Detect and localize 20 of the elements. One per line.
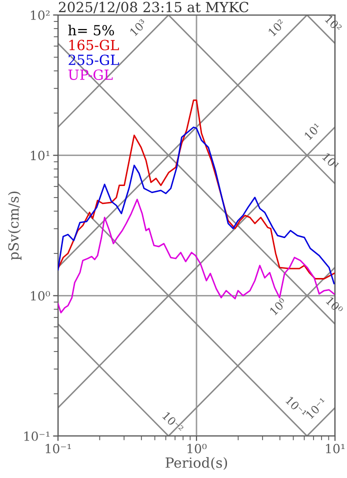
- annotation: 10⁻¹: [285, 396, 308, 418]
- x-tick-label: 10¹: [326, 444, 344, 454]
- chart-title: 2025/12/08 23:15 at MYKC: [58, 2, 248, 14]
- annotation: 10¹: [304, 122, 322, 140]
- annotation: 10⁻²: [162, 411, 184, 434]
- y-tick-label: 10¹: [30, 150, 50, 160]
- annotation: 10³: [130, 18, 148, 36]
- x-axis-title: Period(s): [166, 457, 228, 470]
- x-tick-label: 10⁻¹: [46, 444, 71, 454]
- text: 255-GL: [68, 54, 119, 66]
- y-axis-title: pSv(cm/s): [8, 192, 22, 260]
- text: UP-GL: [68, 69, 113, 80]
- legend-title: h= 5%: [68, 24, 114, 36]
- x-tick-label: 10⁰: [188, 444, 207, 454]
- y-tick-label: 10⁻¹: [24, 431, 50, 441]
- y-tick-label: 10²: [30, 10, 50, 20]
- annotation: 10²: [268, 18, 286, 36]
- text: 165-GL: [69, 40, 119, 50]
- y-tick-label: 10⁰: [30, 291, 50, 301]
- annotation: 10⁰: [269, 298, 288, 316]
